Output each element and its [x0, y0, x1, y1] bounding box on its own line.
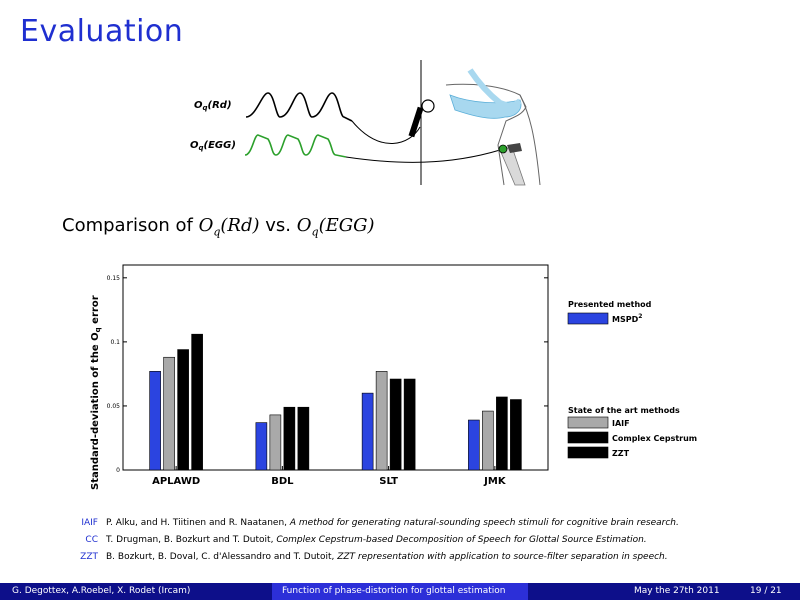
egg-waveform [244, 134, 347, 158]
legend-swatch [567, 312, 609, 325]
legend-label: ZZT [612, 449, 630, 458]
bar-complex-cepstrum [177, 349, 189, 471]
bar-iaif [375, 371, 388, 471]
reference-text: T. Drugman, B. Bozkurt and T. Dutoit, Co… [106, 535, 647, 545]
oq-error-bar-chart: 0 0.05 0.1 0.15 Standard-deviation of the Oq… [90, 264, 697, 490]
legend-swatch [567, 446, 609, 459]
y-tick-label: 0 [116, 467, 120, 474]
reference-text: B. Bozkurt, B. Doval, C. d'Alessandro an… [106, 552, 668, 562]
slide-title: Evaluation [20, 14, 184, 49]
microphone-icon [408, 99, 435, 138]
legend-label: IAIF [612, 419, 630, 428]
rd-cable [351, 120, 421, 144]
footer-date: May the 27th 2011 [634, 586, 720, 596]
reference-item: ZZT B. Bozkurt, B. Doval, C. d'Alessandro… [0, 552, 800, 566]
footer-talk-title: Function of phase-distortion for glottal… [282, 586, 506, 596]
y-tick-label: 0.15 [107, 275, 121, 282]
reference-text: P. Alku, and H. Tiitinen and R. Naatanen… [106, 518, 679, 528]
glottal-illustration: Oq(Rd) Oq(EGG) [190, 60, 541, 186]
rd-waveform [245, 92, 353, 122]
reference-item: CC T. Drugman, B. Bozkurt and T. Dutoit, … [0, 535, 800, 549]
reference-key: ZZT [80, 552, 98, 562]
y-tick-label: 0.05 [107, 403, 121, 410]
bar-complex-cepstrum [496, 396, 508, 471]
subtitle-text: Comparison of [62, 215, 193, 236]
reference-key: CC [85, 535, 98, 545]
x-tick-label: JMK [483, 476, 507, 487]
subtitle-expr1: Oq(Rd) [198, 215, 260, 239]
plot-frame [122, 264, 549, 471]
x-tick-label: SLT [379, 476, 398, 487]
egg-cable [345, 149, 501, 163]
x-tick-label: BDL [271, 476, 294, 487]
footer-page-number: 19 / 21 [750, 586, 782, 596]
bar-mspd [255, 422, 268, 471]
bar-iaif [269, 414, 282, 471]
slide-footer: G. Degottex, A.Roebel, X. Rodet (Ircam) … [0, 583, 800, 600]
bar-zzt [510, 399, 522, 471]
head-anatomy-icon [445, 68, 541, 186]
label-oq-egg: Oq(EGG) [190, 140, 236, 152]
legend-label: Complex Cepstrum [612, 434, 697, 443]
legend-swatch [567, 431, 609, 444]
reference-key: IAIF [81, 518, 98, 528]
bar-mspd [468, 419, 480, 471]
legend-swatch [567, 416, 609, 429]
comparison-subtitle: Comparison of Oq(Rd) vs. Oq(EGG) [62, 215, 375, 239]
x-tick-label: APLAWD [152, 476, 200, 487]
y-axis-label: Standard-deviation of the Oq error [90, 295, 102, 490]
bar-mspd [149, 371, 161, 471]
bar-complex-cepstrum [283, 406, 296, 471]
legend-label: MSPD2 [612, 313, 642, 324]
bar-zzt [191, 333, 203, 471]
bar-complex-cepstrum [389, 378, 402, 471]
bar-zzt [403, 378, 416, 471]
bar-iaif [482, 410, 494, 471]
bar-mspd [361, 392, 374, 471]
label-oq-rd: Oq(Rd) [194, 100, 232, 112]
legend-group1-title: Presented method [568, 300, 652, 309]
y-tick-label: 0.1 [110, 339, 120, 346]
subtitle-expr2: Oq(EGG) [296, 215, 375, 239]
legend-group2-title: State of the art methods [568, 406, 680, 415]
bar-iaif [163, 356, 175, 471]
footer-authors: G. Degottex, A.Roebel, X. Rodet (Ircam) [12, 586, 191, 596]
subtitle-vs: vs. [265, 215, 292, 236]
reference-item: IAIF P. Alku, and H. Tiitinen and R. Naat… [0, 518, 800, 532]
bar-zzt [297, 406, 310, 471]
